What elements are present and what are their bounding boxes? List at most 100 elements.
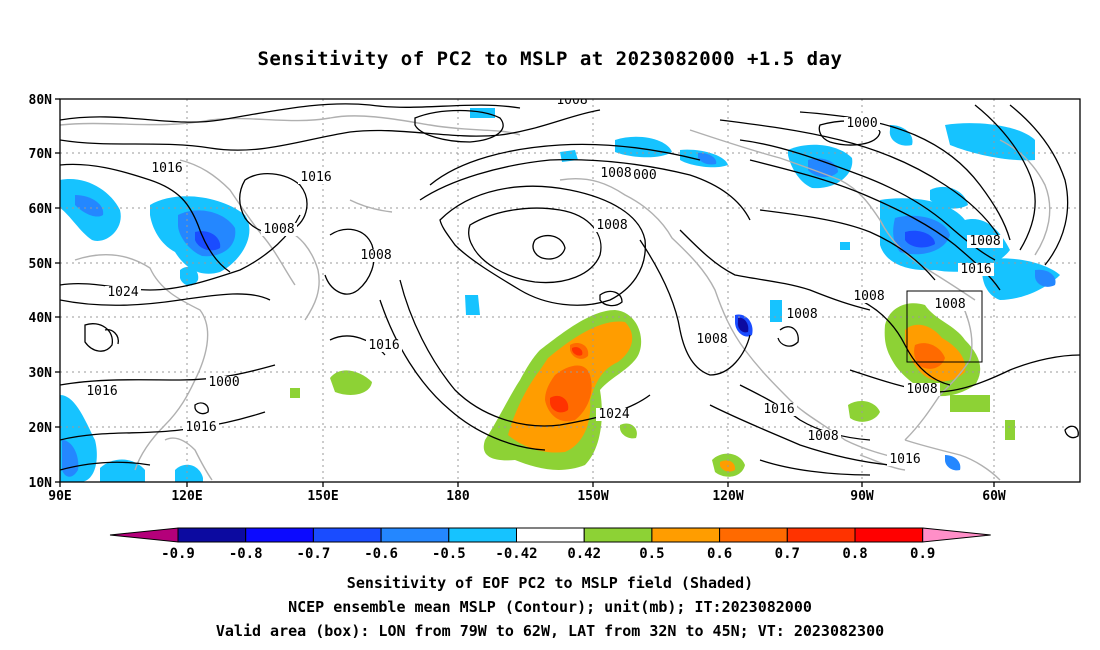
colorbar-tick-label: 0.7 <box>775 546 800 562</box>
lat-tick-label: 20N <box>29 421 53 436</box>
contour-label: 1016 <box>185 420 216 435</box>
colorbar-segment <box>177 527 247 543</box>
lon-tick-label: 150E <box>307 489 338 504</box>
contour-label: 1000 <box>846 116 877 131</box>
contour-label-bg <box>761 403 797 416</box>
contour-label-bg <box>904 383 940 396</box>
contour-label-bg <box>596 408 632 421</box>
lon-tick-label: 90W <box>850 489 874 504</box>
contour-label: 1016 <box>960 262 991 277</box>
contour-label: 1016 <box>763 402 794 417</box>
contour-labels: 1008 1000 1016 1016 1008 1000 1008 1008 1024 1008… <box>84 93 1003 467</box>
lat-tick-label: 70N <box>29 147 53 162</box>
colorbar-segment <box>448 527 517 543</box>
lon-tick-label: 120E <box>171 489 202 504</box>
contour-label: 1016 <box>151 161 182 176</box>
contour-label-bg <box>967 235 1003 248</box>
contour-label: 1008 <box>696 332 727 347</box>
lat-tick-label: 10N <box>29 476 53 491</box>
plot-frame <box>59 98 1081 483</box>
colorbar-tick-label: 0.6 <box>707 546 732 562</box>
contour-label: 1024 <box>598 407 629 422</box>
contour-label: 1024 <box>107 285 138 300</box>
contour-label-bg <box>594 219 630 232</box>
contour-label: 1008 <box>556 93 587 108</box>
contour-label-bg <box>932 298 968 311</box>
colorbar-segment <box>854 527 924 543</box>
contour-label-bg <box>694 333 730 346</box>
colorbar-tick-label: -0.6 <box>364 546 398 562</box>
lon-tick-label: 120W <box>712 489 743 504</box>
contour-label-bg <box>183 421 219 434</box>
lat-tick-label: 50N <box>29 257 53 272</box>
lat-tick-label: 30N <box>29 366 53 381</box>
colorbar-tick-label: -0.42 <box>495 546 537 562</box>
colorbar-segment <box>719 527 788 543</box>
contour-label: 1008 <box>934 297 965 312</box>
colorbar-tick-label: -0.7 <box>297 546 331 562</box>
lon-tick-label: 150W <box>577 489 608 504</box>
contour-label-bg <box>598 167 634 180</box>
contour-label: 1016 <box>368 338 399 353</box>
contour-label-bg <box>358 249 394 262</box>
contour-label-bg <box>84 385 120 398</box>
lon-tick-label: 180 <box>446 489 470 504</box>
map-axes: 90E 120E 150E 180 150W 120W 90W 60W 10N 20N 30N 40N… <box>29 93 1006 504</box>
lat-tick-label: 80N <box>29 93 53 108</box>
lat-tick-label: 40N <box>29 311 53 326</box>
lon-tick-label: 60W <box>982 489 1006 504</box>
contour-label-bg <box>554 99 590 107</box>
colorbar-tick-label: -0.9 <box>161 546 195 562</box>
contour-label-bg <box>105 286 141 299</box>
colorbar-segment <box>651 527 721 543</box>
contour-label-bg <box>261 223 297 236</box>
contour-label: 1008 <box>969 234 1000 249</box>
lon-tick-label: 90E <box>48 489 71 504</box>
caption-line-2: NCEP ensemble mean MSLP (Contour); unit(… <box>288 598 812 616</box>
sensitivity-shading <box>60 108 1060 482</box>
contour-label-bg <box>366 339 402 352</box>
contour-label: 1016 <box>86 384 117 399</box>
chart-title: Sensitivity of PC2 to MSLP at 2023082000… <box>257 48 843 70</box>
caption-line-1: Sensitivity of EOF PC2 to MSLP field (Sh… <box>346 574 754 592</box>
colorbar-tick-label: -0.5 <box>432 546 466 562</box>
contour-label: 1000 <box>208 375 239 390</box>
colorbar-segment <box>312 527 382 543</box>
contour-label-bg <box>298 171 334 184</box>
colorbar-segment <box>786 527 856 543</box>
colorbar-extend-high <box>922 527 991 543</box>
colorbar-tick-label: 0.9 <box>910 546 935 562</box>
colorbar-segment <box>245 527 314 543</box>
contour-label: 1008 <box>596 218 627 233</box>
contour-label: 1008 <box>906 382 937 397</box>
contour-label-bg <box>887 453 923 466</box>
colorbar-segment <box>583 527 653 543</box>
contour-label-bg <box>784 308 820 321</box>
contour-label-bg <box>149 162 185 175</box>
contour-label-bg <box>844 117 880 130</box>
colorbar-extend-low <box>109 527 179 543</box>
contour-label: 1008 <box>853 289 884 304</box>
contour-label: 1008 <box>786 307 817 322</box>
colorbar-segment <box>380 527 450 543</box>
colorbar: -0.9 -0.8 -0.7 -0.6 -0.5 -0.42 0.42 0.5 0.6 0.7 0.… <box>109 527 991 562</box>
caption-line-3: Valid area (box): LON from 79W to 62W, L… <box>215 622 885 640</box>
valid-area-box <box>906 290 983 363</box>
contour-label: 1008 <box>263 222 294 237</box>
contour-label-bg <box>206 376 242 389</box>
contour-label: 1008 <box>360 248 391 263</box>
contour-label-bg <box>805 430 841 443</box>
colorbar-tick-label: -0.8 <box>229 546 263 562</box>
colorbar-tick-label: 0.42 <box>567 546 601 562</box>
lat-tick-label: 60N <box>29 202 53 217</box>
contour-label-bg <box>958 263 994 276</box>
contour-label-bg <box>851 290 887 303</box>
colorbar-tick-label: 0.8 <box>842 546 867 562</box>
colorbar-tick-label: 0.5 <box>639 546 664 562</box>
contour-label: 1008 <box>600 166 631 181</box>
contour-label: 1016 <box>300 170 331 185</box>
contour-label: 1016 <box>889 452 920 467</box>
contour-label: 1008 <box>807 429 838 444</box>
colorbar-segment <box>516 527 585 543</box>
